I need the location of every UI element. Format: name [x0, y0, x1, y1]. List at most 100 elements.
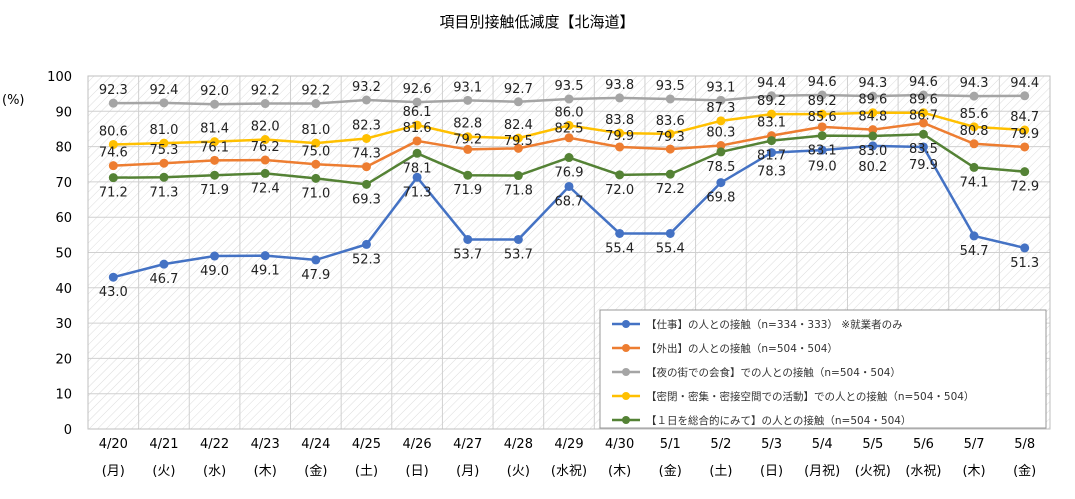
data-point-0	[463, 234, 473, 244]
data-point-1	[665, 144, 675, 154]
x-tick-weekday: (金)	[304, 463, 327, 479]
data-label-2: 94.6	[808, 75, 837, 90]
data-point-0	[513, 234, 523, 244]
data-point-0	[260, 251, 270, 261]
data-label-3: 81.4	[200, 122, 229, 137]
data-label-4: 72.4	[251, 181, 280, 196]
x-tick-weekday: (日)	[760, 464, 783, 479]
legend-entry: 【１日を総合的にみて】の人との接触（n=504・504）	[646, 414, 911, 427]
x-tick-weekday: (火)	[507, 464, 530, 479]
data-label-3: 82.0	[251, 120, 280, 135]
data-point-4	[868, 131, 878, 141]
data-point-2	[260, 99, 270, 109]
data-point-1	[159, 158, 169, 168]
x-tick-weekday: (木)	[254, 464, 277, 479]
data-label-1: 84.8	[858, 110, 887, 125]
data-point-3	[361, 133, 371, 143]
data-point-2	[564, 94, 574, 104]
data-label-1: 80.3	[706, 126, 735, 141]
data-label-0: 71.3	[403, 185, 432, 200]
x-tick-label: 5/6	[913, 437, 934, 452]
data-label-0: 49.1	[251, 264, 280, 279]
x-tick-label: 4/21	[149, 437, 178, 452]
data-point-0	[412, 172, 422, 182]
data-label-2: 94.4	[757, 76, 786, 91]
data-label-1: 74.6	[99, 146, 128, 161]
x-tick-label: 4/23	[251, 437, 280, 452]
data-label-3: 81.0	[149, 123, 178, 138]
data-label-2: 94.3	[858, 76, 887, 91]
x-tick-weekday: (水祝)	[551, 464, 587, 479]
data-label-2: 92.2	[251, 84, 280, 99]
data-point-1	[1020, 142, 1030, 152]
legend-entry: 【夜の街での会食】での人との接触（n=504・504）	[646, 366, 901, 379]
y-tick-label: 70	[55, 176, 72, 191]
data-point-4	[665, 169, 675, 179]
data-point-1	[564, 133, 574, 143]
x-tick-weekday: (火)	[152, 464, 175, 479]
data-point-2	[412, 97, 422, 107]
data-point-4	[361, 179, 371, 189]
data-point-4	[767, 136, 777, 146]
data-point-4	[918, 129, 928, 139]
x-tick-label: 4/26	[403, 437, 432, 452]
data-label-1: 74.3	[352, 147, 381, 162]
data-label-2: 93.5	[555, 79, 584, 94]
data-point-1	[868, 125, 878, 135]
x-tick-weekday: (金)	[1013, 463, 1036, 479]
data-point-1	[311, 159, 321, 169]
data-label-4: 71.9	[453, 183, 482, 198]
data-label-4: 69.3	[352, 192, 381, 207]
data-label-0: 43.0	[99, 285, 128, 300]
data-label-3: 87.3	[706, 101, 735, 116]
data-label-4: 74.1	[960, 175, 989, 190]
data-label-4: 71.9	[200, 183, 229, 198]
data-label-2: 92.4	[149, 83, 178, 98]
data-label-0: 51.3	[1010, 256, 1039, 271]
data-point-3	[260, 135, 270, 145]
legend-entry: 【密閉・密集・密接空間での活動】での人との接触（n=504・504）	[646, 390, 974, 403]
x-tick-label: 5/8	[1014, 437, 1035, 452]
data-point-2	[513, 97, 523, 107]
data-point-3	[513, 133, 523, 143]
data-label-0: 46.7	[149, 272, 178, 287]
data-label-2: 92.6	[403, 82, 432, 97]
x-tick-label: 4/25	[352, 437, 381, 452]
data-label-4: 83.1	[808, 144, 837, 159]
data-label-0: 69.8	[706, 191, 735, 206]
x-tick-weekday: (水祝)	[905, 464, 941, 479]
data-point-3	[412, 120, 422, 130]
data-label-0: 80.2	[858, 160, 887, 175]
x-tick-weekday: (木)	[608, 464, 631, 479]
data-point-0	[918, 142, 928, 152]
data-label-4: 72.0	[605, 183, 634, 198]
data-label-3: 89.6	[909, 93, 938, 108]
data-label-1: 75.0	[301, 144, 330, 159]
y-tick-label: 10	[55, 388, 72, 403]
data-point-1	[615, 142, 625, 152]
y-tick-label: 30	[55, 317, 72, 332]
data-point-3	[918, 108, 928, 118]
data-label-2: 92.7	[504, 82, 533, 97]
data-label-3: 89.6	[858, 93, 887, 108]
data-label-3: 80.6	[99, 124, 128, 139]
x-tick-label: 4/30	[605, 437, 634, 452]
data-point-1	[412, 136, 422, 146]
legend-marker	[622, 344, 630, 352]
x-tick-weekday: (土)	[355, 464, 378, 479]
data-point-0	[716, 178, 726, 188]
data-label-4: 72.9	[1010, 180, 1039, 195]
data-point-2	[1020, 91, 1030, 101]
data-label-4: 72.2	[656, 182, 685, 197]
data-label-4: 78.1	[403, 161, 432, 176]
data-point-2	[665, 94, 675, 104]
data-label-3: 82.4	[504, 118, 533, 133]
x-tick-weekday: (金)	[659, 463, 682, 479]
data-label-4: 78.5	[706, 160, 735, 175]
y-tick-label: 90	[55, 105, 72, 120]
data-point-0	[108, 272, 118, 282]
data-label-2: 93.1	[706, 80, 735, 95]
data-point-4	[716, 147, 726, 157]
data-label-0: 55.4	[656, 241, 685, 256]
